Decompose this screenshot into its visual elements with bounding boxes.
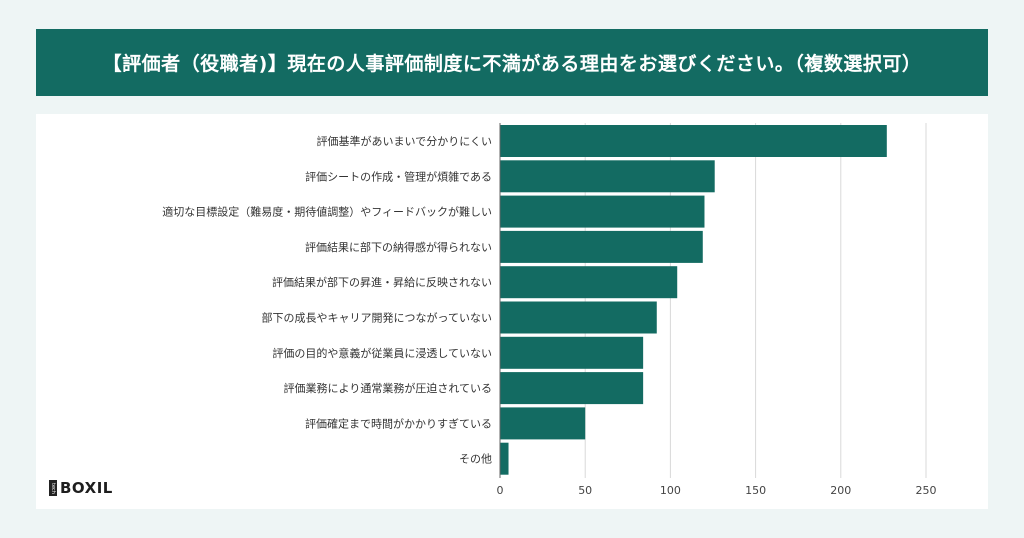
- category-label-9: その他: [459, 453, 492, 466]
- category-label-7: 評価業務により通常業務が圧迫されている: [284, 381, 492, 395]
- category-label-5: 部下の成長やキャリア開発につながっていない: [262, 311, 492, 325]
- category-label-2: 適切な目標設定（難易度・期待値調整）やフィードバックが難しい: [162, 205, 492, 219]
- category-label-3: 評価結果に部下の納得感が得られない: [305, 240, 492, 254]
- bar-3: [500, 230, 703, 263]
- boxil-logo: tech BOXIL: [49, 478, 113, 498]
- logo-badge: tech: [49, 480, 57, 496]
- category-label-6: 評価の目的や意義が従業員に浸透していない: [272, 346, 492, 360]
- bar-7: [500, 372, 644, 405]
- bar-9: [500, 442, 509, 475]
- bar-chart: 評価基準があいまいで分かりにくい評価シートの作成・管理が煩雑である適切な目標設定…: [162, 123, 937, 497]
- chart-title-banner: 【評価者（役職者)】現在の人事評価制度に不満がある理由をお選びください。（複数選…: [36, 29, 988, 96]
- x-tick-label-200: 200: [830, 484, 851, 497]
- x-tick-label-0: 0: [497, 484, 504, 497]
- x-tick-label-100: 100: [660, 484, 681, 497]
- bar-1: [500, 160, 715, 193]
- category-label-1: 評価シートの作成・管理が煩雑である: [305, 169, 492, 183]
- category-label-0: 評価基準があいまいで分かりにくい: [317, 134, 492, 148]
- category-label-8: 評価確定まで時間がかかりすぎている: [305, 416, 492, 430]
- x-tick-label-150: 150: [745, 484, 766, 497]
- bar-2: [500, 195, 705, 228]
- logo-text: BOXIL: [60, 479, 113, 497]
- x-tick-label-50: 50: [578, 484, 592, 497]
- chart-title: 【評価者（役職者)】現在の人事評価制度に不満がある理由をお選びください。（複数選…: [102, 53, 922, 75]
- bar-8: [500, 407, 586, 440]
- bar-6: [500, 336, 644, 369]
- bar-0: [500, 125, 887, 157]
- bar-4: [500, 266, 678, 299]
- bar-5: [500, 301, 657, 334]
- chart-panel: 評価基準があいまいで分かりにくい評価シートの作成・管理が煩雑である適切な目標設定…: [36, 114, 988, 509]
- x-tick-label-250: 250: [916, 484, 937, 497]
- category-label-4: 評価結果が部下の昇進・昇給に反映されない: [272, 275, 492, 289]
